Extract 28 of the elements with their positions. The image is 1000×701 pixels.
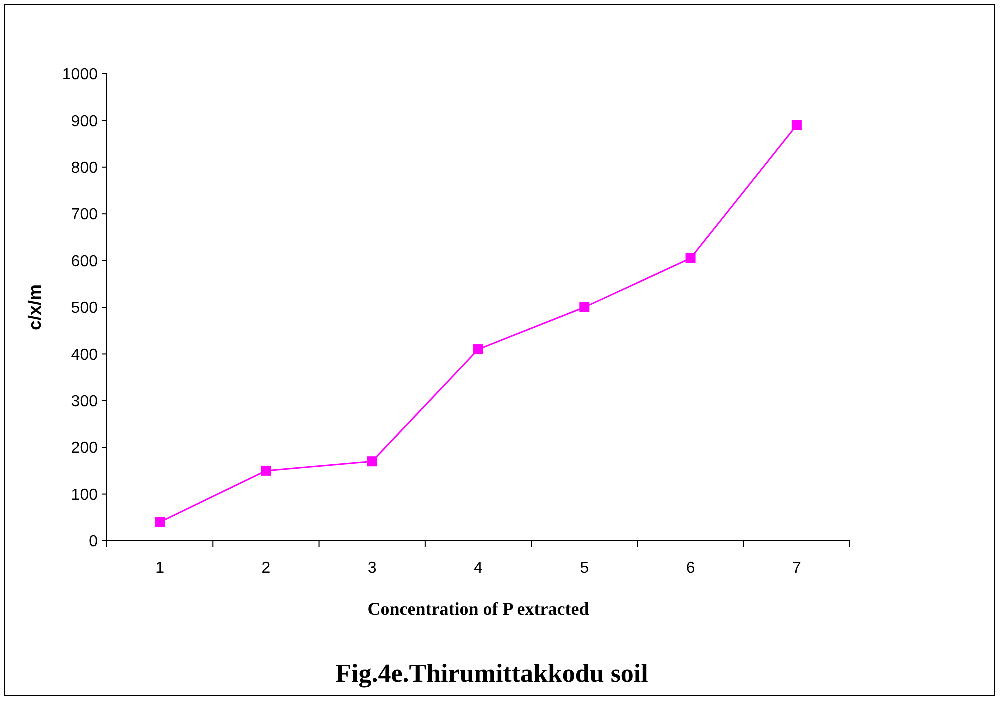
x-tick-label: 4	[474, 560, 484, 577]
point	[686, 253, 696, 264]
y-tick-label: 700	[71, 206, 98, 224]
x-tick-label: 3	[368, 560, 377, 577]
text: Fig.4e.Thirumittakkodu soil	[336, 659, 648, 688]
y-tick-label: 800	[71, 160, 98, 177]
x-tick-label: 5	[580, 560, 590, 577]
x-tick-label: 1	[156, 560, 165, 577]
x-tick-label: 6	[686, 560, 696, 577]
y-tick-label: 600	[71, 253, 98, 270]
x-tick-label: 2	[262, 560, 271, 577]
y-tick-label: 400	[71, 346, 98, 364]
x-tick-label: 7	[792, 560, 802, 577]
y-tick-label: 100	[71, 486, 98, 504]
y-tick-label: 200	[71, 440, 98, 458]
y-axis-title: c/x/m	[25, 284, 45, 331]
y-tick-label: 1000	[62, 66, 98, 84]
point	[261, 466, 272, 476]
y-tick-label: 300	[71, 394, 98, 410]
y-tick-label: 500	[71, 300, 98, 318]
point	[367, 456, 378, 467]
x-axis-title: Concentration of P extracted	[368, 599, 590, 619]
point	[580, 302, 590, 312]
point	[155, 517, 166, 528]
y-tick-label: 900	[71, 113, 98, 130]
point	[474, 344, 484, 355]
y-tick-label: 0	[89, 534, 98, 551]
point	[792, 120, 802, 130]
